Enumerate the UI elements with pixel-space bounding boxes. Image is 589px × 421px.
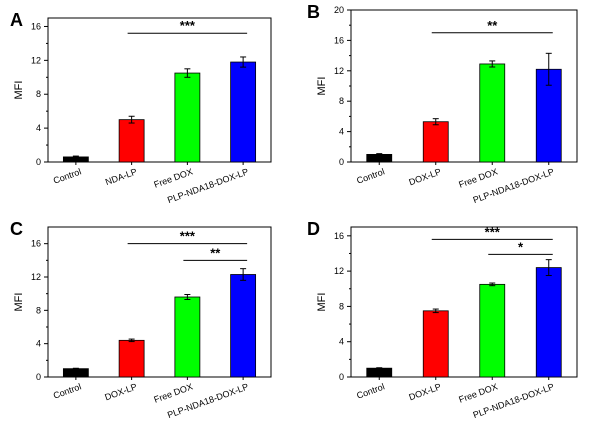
y-tick-label: 0: [339, 372, 344, 382]
bar: [174, 72, 201, 163]
y-tick-label: 8: [36, 305, 41, 315]
bar: [118, 119, 145, 163]
significance-label: **: [210, 245, 221, 260]
y-tick-label: 4: [339, 337, 344, 347]
y-tick-label: 8: [339, 301, 344, 311]
bar: [422, 121, 449, 163]
plot-frame: [350, 226, 578, 378]
bar: [535, 267, 562, 378]
bar: [479, 63, 506, 163]
y-tick-label: 4: [36, 339, 41, 349]
x-tick-label: Free DOX: [457, 381, 498, 404]
bar: [230, 61, 257, 163]
panel-letter: B: [307, 2, 320, 22]
significance-label: ***: [485, 224, 501, 239]
y-tick-label: 12: [31, 272, 41, 282]
y-tick-label: 16: [334, 231, 344, 241]
x-tick-label: Control: [52, 166, 83, 185]
plot-frame: [47, 17, 272, 163]
x-tick-label: DOX-LP: [408, 381, 443, 402]
y-tick-label: 20: [334, 5, 344, 15]
y-tick-label: 12: [334, 266, 344, 276]
panel-letter: C: [10, 219, 23, 239]
x-tick-label: DOX-LP: [408, 166, 443, 187]
y-tick-label: 16: [31, 21, 41, 31]
significance-label: *: [518, 239, 524, 254]
x-tick-label: Control: [52, 381, 83, 400]
bar: [118, 339, 145, 378]
y-tick-label: 12: [31, 55, 41, 65]
y-tick-label: 12: [334, 66, 344, 76]
y-tick-label: 0: [36, 157, 41, 167]
bar: [422, 310, 449, 378]
x-tick-label: Control: [355, 381, 386, 400]
bar: [366, 367, 393, 378]
y-tick-label: 8: [339, 96, 344, 106]
y-axis-label: MFI: [316, 293, 328, 312]
y-axis-label: MFI: [13, 293, 25, 312]
bar: [174, 296, 201, 378]
x-tick-label: Free DOX: [153, 166, 194, 189]
y-tick-label: 16: [334, 35, 344, 45]
y-tick-label: 0: [339, 157, 344, 167]
y-axis-label: MFI: [316, 77, 328, 96]
y-tick-label: 4: [36, 123, 41, 133]
significance-label: **: [487, 18, 498, 33]
panel-letter: D: [307, 219, 320, 239]
x-tick-label: Free DOX: [457, 166, 498, 189]
x-tick-label: DOX-LP: [103, 381, 138, 402]
x-tick-label: Free DOX: [153, 381, 194, 404]
y-tick-label: 8: [36, 89, 41, 99]
x-tick-label: Control: [355, 166, 386, 185]
y-tick-label: 0: [36, 372, 41, 382]
bar: [62, 368, 89, 378]
bar: [479, 283, 506, 378]
x-tick-label: NDA-LP: [104, 166, 138, 187]
y-tick-label: 16: [31, 239, 41, 249]
y-tick-label: 4: [339, 127, 344, 137]
significance-label: ***: [180, 229, 196, 244]
plot-frame: [47, 226, 272, 378]
bar: [230, 274, 257, 378]
significance-label: ***: [180, 18, 196, 33]
panel-letter: A: [10, 10, 23, 30]
y-axis-label: MFI: [13, 81, 25, 100]
